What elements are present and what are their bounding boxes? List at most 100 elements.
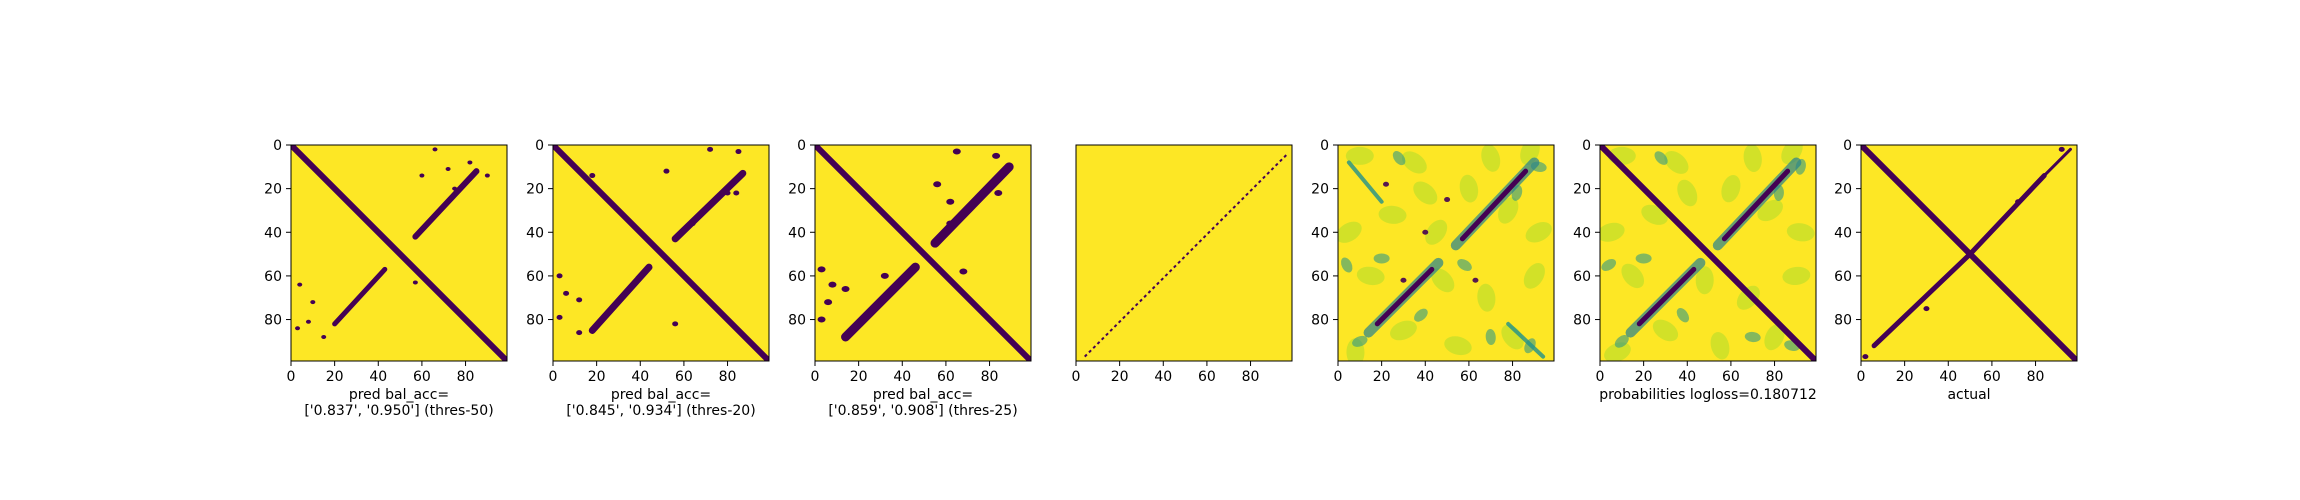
heatmap-content — [291, 145, 507, 361]
axes-frame — [1337, 144, 1555, 362]
speckle-9 — [321, 335, 327, 339]
heatmap-content — [1861, 145, 2077, 361]
x-tick-label: 60 — [1198, 369, 1216, 385]
x-tick-label: 0 — [1857, 369, 1866, 385]
speckle-4 — [556, 273, 563, 279]
speckle-5 — [563, 290, 570, 296]
y-tick-label: 40 — [264, 225, 282, 241]
mid-region-1 — [1654, 151, 1668, 165]
dark-spot-0 — [1422, 229, 1429, 235]
y-tick-label: 20 — [1834, 182, 1852, 198]
axes-frame — [1075, 144, 1293, 362]
dark-spot-1 — [1444, 197, 1451, 203]
speckle-4 — [817, 266, 826, 273]
main-diagonal-band — [291, 145, 507, 361]
heatmap-content — [815, 145, 1031, 361]
speckle-12 — [828, 281, 837, 288]
y-tick-label: 0 — [1320, 138, 1329, 154]
x-tick-label: 0 — [1072, 369, 1081, 385]
speckle-0 — [1862, 354, 1869, 360]
heatmap-content — [1600, 145, 1816, 361]
mid-region-4 — [1744, 331, 1761, 343]
dark-spot-2 — [1472, 277, 1479, 283]
soft-region-9 — [1786, 223, 1815, 242]
x-tick-label: 0 — [1596, 369, 1605, 385]
mid-region-3 — [1614, 335, 1629, 348]
soft-region-4 — [1338, 221, 1362, 243]
x-axis-label: pred bal_acc= — [611, 387, 711, 403]
soft-region-6 — [1413, 181, 1438, 205]
soft-region-2 — [1743, 145, 1762, 173]
heatmap-panel-7: 0 20 40 60 80 0 20 40 60 80 actual — [1834, 138, 2078, 403]
y-tick-label: 0 — [273, 138, 282, 154]
speckle-8 — [295, 326, 301, 331]
x-tick-label: 80 — [1766, 369, 1784, 385]
main-diagonal-band — [1600, 145, 1816, 361]
x-axis-label: pred bal_acc= — [349, 387, 449, 403]
y-tick-label: 20 — [526, 182, 544, 198]
soft-region-12 — [1477, 283, 1496, 312]
mid-region-3 — [1352, 335, 1368, 347]
upper-right-band — [1967, 173, 2047, 257]
x-tick-label: 40 — [1416, 369, 1434, 385]
heatmap-panel-6: 0 20 40 60 80 0 20 40 60 80 probabilities logloss=… — [1573, 138, 1817, 403]
y-tick-label: 60 — [1834, 269, 1852, 285]
y-tick-label: 0 — [535, 138, 544, 154]
speckle-3 — [946, 198, 955, 205]
speckle-1 — [467, 160, 473, 165]
soft-region-4 — [1600, 222, 1625, 242]
heatmap-panel-5: 0 20 40 60 80 0 20 40 60 80 — [1311, 138, 1555, 385]
mid-region-6 — [1414, 308, 1428, 322]
speckle-8 — [880, 272, 889, 279]
heatmap-content — [553, 145, 769, 361]
upper-right-band — [1459, 168, 1529, 242]
mid-region-0 — [1635, 253, 1652, 264]
axes-frame — [814, 144, 1032, 362]
y-tick-label: 80 — [1834, 313, 1852, 329]
mid-region-1 — [1392, 151, 1406, 166]
soft-region-2 — [1481, 145, 1501, 172]
y-tick-label: 60 — [264, 269, 282, 285]
soft-region-14 — [1390, 320, 1417, 341]
lower-left-band — [1636, 266, 1697, 327]
soft-region-16 — [1764, 323, 1785, 351]
speckle-3 — [724, 190, 731, 196]
dark-spot-3 — [1383, 181, 1389, 187]
speckle-8 — [576, 330, 583, 336]
soft-region-18 — [1425, 219, 1448, 245]
x-tick-label: 80 — [1504, 369, 1522, 385]
x-tick-label: 80 — [2027, 369, 2045, 385]
speckle-6 — [817, 316, 826, 323]
soft-region-11 — [1695, 266, 1714, 295]
speckle-11 — [484, 173, 490, 178]
x-axis-label: actual — [1947, 387, 1990, 403]
x-axis-label: probabilities logloss=0.180712 — [1599, 387, 1817, 403]
speckle-1 — [992, 152, 1001, 159]
speckle-0 — [952, 148, 961, 155]
upper-right-band — [930, 162, 1014, 248]
speckle-2 — [663, 168, 670, 174]
x-tick-label: 80 — [719, 369, 737, 385]
speckle-7 — [576, 297, 583, 303]
lower-left-band — [1871, 251, 1973, 349]
mid-region-0 — [1373, 253, 1390, 264]
x-tick-label: 40 — [631, 369, 649, 385]
x-tick-label: 20 — [850, 369, 868, 385]
axes-frame — [290, 144, 508, 362]
upper-right-band — [412, 168, 480, 240]
x-tick-label: 40 — [1678, 369, 1696, 385]
y-tick-label: 0 — [1843, 138, 1852, 154]
x-tick-label: 0 — [811, 369, 820, 385]
x-tick-label: 40 — [1939, 369, 1957, 385]
x-tick-label: 60 — [413, 369, 431, 385]
speckle-10 — [589, 173, 596, 179]
x-tick-label: 60 — [1722, 369, 1740, 385]
y-tick-label: 20 — [264, 182, 282, 198]
x-axis-label: ['0.837', '0.950'] (thres-50) — [304, 403, 493, 419]
axes-frame — [1599, 144, 1817, 362]
speckle-2 — [2015, 199, 2022, 205]
y-tick-label: 80 — [1573, 313, 1591, 329]
y-tick-label: 40 — [1834, 225, 1852, 241]
speckle-4 — [297, 282, 303, 287]
y-tick-label: 80 — [788, 313, 806, 329]
